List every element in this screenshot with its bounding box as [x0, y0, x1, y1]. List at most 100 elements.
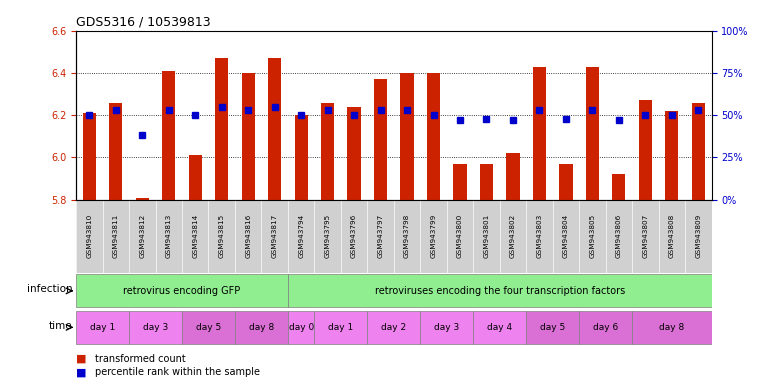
Text: GSM943799: GSM943799: [431, 214, 437, 258]
Text: GSM943802: GSM943802: [510, 214, 516, 258]
Text: day 1: day 1: [328, 323, 354, 332]
Text: infection: infection: [27, 284, 72, 294]
Bar: [685, 200, 712, 273]
Bar: [500, 200, 526, 273]
Text: GSM943797: GSM943797: [377, 214, 384, 258]
Bar: [454, 164, 466, 200]
Bar: [665, 111, 679, 200]
Bar: [420, 200, 447, 273]
Bar: [506, 153, 520, 200]
Text: GSM943806: GSM943806: [616, 214, 622, 258]
Bar: [632, 311, 712, 344]
Text: GSM943800: GSM943800: [457, 214, 463, 258]
Bar: [526, 311, 579, 344]
Bar: [182, 311, 235, 344]
Bar: [368, 200, 394, 273]
Text: GSM943816: GSM943816: [245, 214, 251, 258]
Bar: [155, 200, 182, 273]
Text: GSM943796: GSM943796: [351, 214, 357, 258]
Text: day 3: day 3: [434, 323, 460, 332]
Text: GSM943808: GSM943808: [669, 214, 675, 258]
Bar: [288, 200, 314, 273]
Bar: [76, 200, 103, 273]
Text: GSM943810: GSM943810: [86, 214, 92, 258]
Bar: [420, 311, 473, 344]
Text: retroviruses encoding the four transcription factors: retroviruses encoding the four transcrip…: [374, 286, 625, 296]
Text: day 5: day 5: [196, 323, 221, 332]
Text: GSM943817: GSM943817: [272, 214, 278, 258]
Bar: [368, 311, 420, 344]
Bar: [76, 275, 288, 307]
Bar: [692, 103, 705, 200]
Bar: [586, 67, 599, 200]
Text: day 0: day 0: [288, 323, 314, 332]
Bar: [314, 311, 368, 344]
Text: GSM943812: GSM943812: [139, 214, 145, 258]
Bar: [129, 200, 155, 273]
Bar: [135, 198, 149, 200]
Bar: [209, 200, 235, 273]
Bar: [533, 67, 546, 200]
Bar: [235, 200, 262, 273]
Text: GSM943801: GSM943801: [483, 214, 489, 258]
Text: time: time: [49, 321, 72, 331]
Bar: [658, 200, 685, 273]
Bar: [262, 200, 288, 273]
Text: retrovirus encoding GFP: retrovirus encoding GFP: [123, 286, 240, 296]
Bar: [606, 200, 632, 273]
Bar: [295, 115, 307, 200]
Text: GSM943813: GSM943813: [166, 214, 172, 258]
Bar: [374, 79, 387, 200]
Bar: [559, 164, 572, 200]
Bar: [579, 200, 606, 273]
Text: GSM943807: GSM943807: [642, 214, 648, 258]
Text: percentile rank within the sample: percentile rank within the sample: [95, 367, 260, 377]
Bar: [480, 164, 493, 200]
Bar: [613, 174, 626, 200]
Text: day 3: day 3: [143, 323, 168, 332]
Text: transformed count: transformed count: [95, 354, 186, 364]
Bar: [129, 311, 182, 344]
Bar: [103, 200, 129, 273]
Text: GDS5316 / 10539813: GDS5316 / 10539813: [76, 15, 211, 28]
Bar: [632, 200, 658, 273]
Text: GSM943814: GSM943814: [193, 214, 199, 258]
Bar: [215, 58, 228, 200]
Text: GSM943809: GSM943809: [696, 214, 702, 258]
Text: GSM943811: GSM943811: [113, 214, 119, 258]
Text: day 8: day 8: [659, 323, 684, 332]
Text: day 6: day 6: [593, 323, 618, 332]
Text: GSM943794: GSM943794: [298, 214, 304, 258]
Bar: [268, 58, 282, 200]
Bar: [109, 103, 123, 200]
Bar: [162, 71, 175, 200]
Bar: [447, 200, 473, 273]
Bar: [235, 311, 288, 344]
Bar: [473, 311, 526, 344]
Text: day 8: day 8: [249, 323, 274, 332]
Text: GSM943805: GSM943805: [589, 214, 595, 258]
Text: ■: ■: [76, 354, 87, 364]
Text: GSM943804: GSM943804: [563, 214, 569, 258]
Text: day 1: day 1: [90, 323, 115, 332]
Text: day 4: day 4: [487, 323, 512, 332]
Bar: [400, 73, 414, 200]
Bar: [473, 200, 500, 273]
Bar: [76, 311, 129, 344]
Text: GSM943795: GSM943795: [325, 214, 330, 258]
Bar: [579, 311, 632, 344]
Bar: [288, 311, 314, 344]
Text: day 2: day 2: [381, 323, 406, 332]
Bar: [314, 200, 341, 273]
Bar: [189, 156, 202, 200]
Text: GSM943798: GSM943798: [404, 214, 410, 258]
Bar: [638, 101, 652, 200]
Bar: [427, 73, 440, 200]
Bar: [348, 107, 361, 200]
Bar: [341, 200, 368, 273]
Text: GSM943803: GSM943803: [537, 214, 543, 258]
Bar: [83, 113, 96, 200]
Bar: [321, 103, 334, 200]
Text: day 5: day 5: [540, 323, 565, 332]
Bar: [552, 200, 579, 273]
